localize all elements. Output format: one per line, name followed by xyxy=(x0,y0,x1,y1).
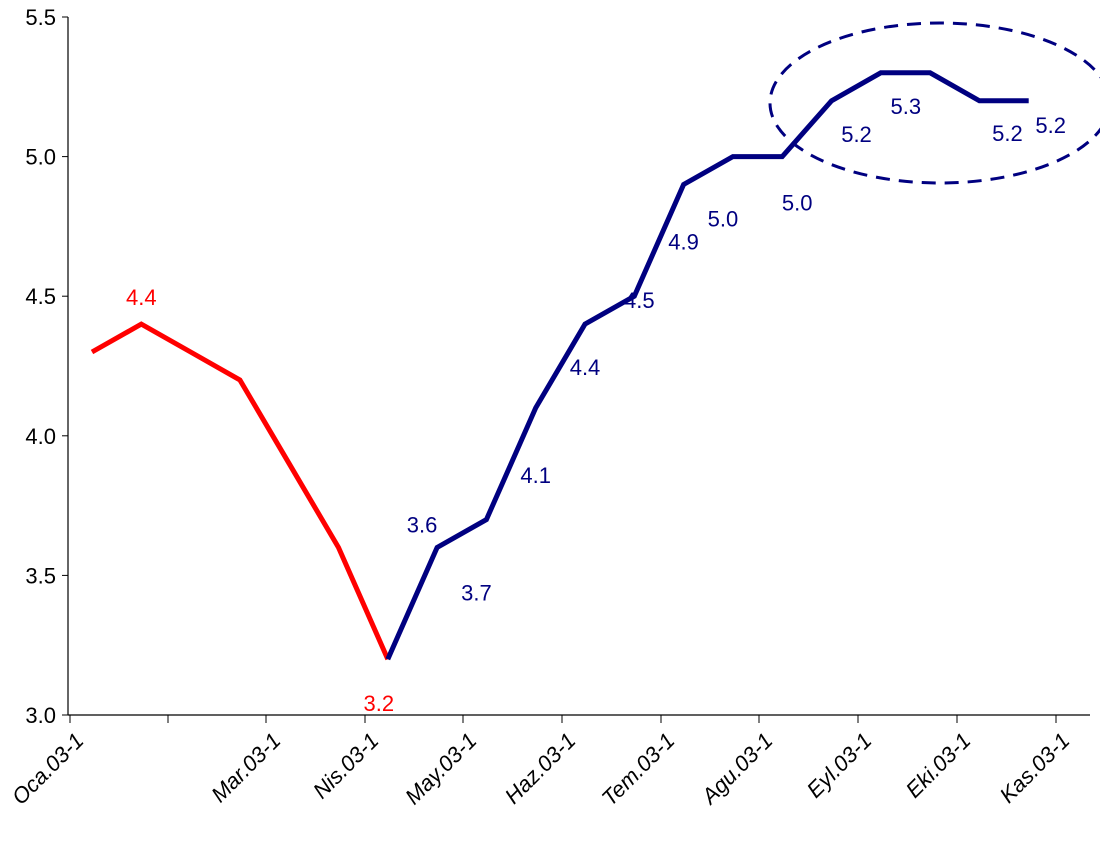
data-label: 4.4 xyxy=(570,355,601,380)
x-tick-label: Eki.03-1 xyxy=(901,728,976,803)
y-tick-label: 3.0 xyxy=(25,703,56,728)
plot-area xyxy=(90,21,1100,661)
data-label: 5.3 xyxy=(891,94,922,119)
x-tick-label: May.03-1 xyxy=(400,728,481,809)
data-label: 5.2 xyxy=(992,121,1023,146)
axes: 3.0 3.5 4.0 4.5 5.0 5.5 Oca.03-1 Mar.03-1 Nis.03… xyxy=(7,5,1090,811)
series-line-0 xyxy=(90,321,391,661)
data-label: 5.2 xyxy=(1035,113,1066,138)
y-tick-label: 4.0 xyxy=(25,424,56,449)
data-label: 3.6 xyxy=(407,512,438,537)
data-label: 4.9 xyxy=(668,230,699,255)
data-label: 3.7 xyxy=(461,581,492,606)
x-tick-label: Oca.03-1 xyxy=(7,728,89,810)
x-tick-label: Eyl.03-1 xyxy=(802,728,877,803)
x-tick-label: Kas.03-1 xyxy=(995,728,1075,808)
data-label: 4.4 xyxy=(126,285,157,310)
data-label: 3.2 xyxy=(364,691,395,716)
y-tick-label: 4.5 xyxy=(25,284,56,309)
data-label: 5.0 xyxy=(708,207,739,232)
data-label: 4.1 xyxy=(520,463,551,488)
x-tick-label: Tem.03-1 xyxy=(597,728,680,811)
data-labels: 4.4 3.2 3.6 3.7 4.1 4.4 4.5 4.9 5.0 5.0 5.2 5.3 5.2 5… xyxy=(126,94,1066,716)
series-line-1 xyxy=(385,70,1029,661)
highlight-ellipse xyxy=(768,21,1100,185)
data-label: 5.0 xyxy=(782,191,813,216)
x-tick-label: Nis.03-1 xyxy=(308,728,384,804)
y-tick-label: 3.5 xyxy=(25,563,56,588)
x-tick-label: Agu.03-1 xyxy=(695,728,777,810)
y-tick-label: 5.5 xyxy=(25,5,56,30)
y-tick-label: 5.0 xyxy=(25,145,56,170)
x-tick-label: Mar.03-1 xyxy=(206,728,285,807)
data-label: 4.5 xyxy=(624,288,655,313)
x-tick-label: Haz.03-1 xyxy=(500,728,581,809)
data-label: 5.2 xyxy=(841,122,872,147)
